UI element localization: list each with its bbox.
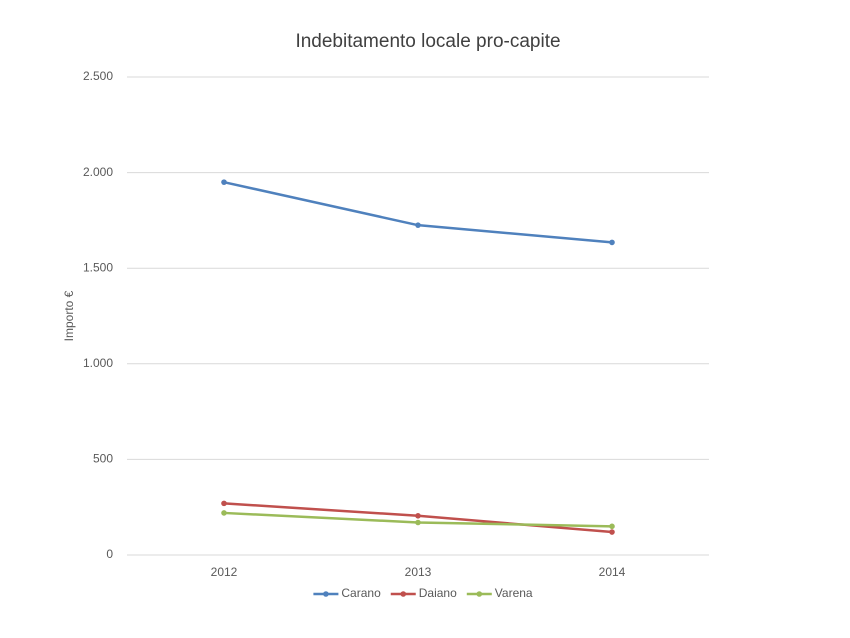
legend-marker [323,591,329,597]
y-tick-label: 2.500 [83,69,113,83]
point [609,529,615,535]
y-tick-label: 1.500 [83,260,113,274]
y-tick-label: 500 [93,452,113,466]
x-tick-label: 2012 [211,565,238,579]
legend-label: Carano [341,586,381,600]
y-tick-label: 0 [106,547,113,561]
point [415,222,421,228]
legend-label: Varena [495,586,533,600]
legend-label: Daiano [419,586,457,600]
chart-title: Indebitamento locale pro-capite [295,31,560,52]
point [221,179,227,185]
point [415,519,421,526]
y-tick-label: 2.000 [83,165,113,179]
x-tick-label: 2014 [599,565,626,579]
point [221,500,227,507]
y-tick-label: 1.000 [83,356,113,370]
legend-marker [476,591,483,597]
point [415,513,421,519]
point [221,510,227,516]
point [609,239,615,246]
legend-marker [400,591,407,597]
point [609,523,615,530]
x-tick-label: 2013 [405,565,432,579]
y-axis-label: Importo € [62,290,76,341]
